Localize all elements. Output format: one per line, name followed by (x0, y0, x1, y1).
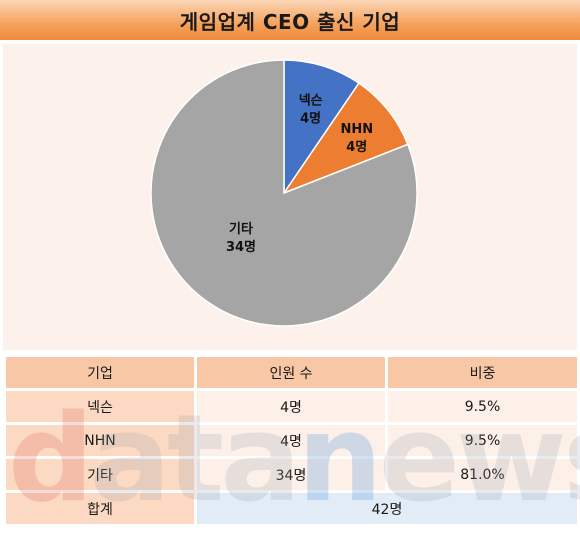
row-count: 4명 (197, 391, 385, 422)
row-share: 81.0% (388, 459, 577, 490)
row-company: 넥슨 (6, 391, 194, 422)
header-share: 비중 (388, 357, 577, 388)
table-total-row: 합계 42명 (6, 493, 577, 524)
row-count: 4명 (197, 425, 385, 456)
pie-slice-1 (283, 59, 360, 196)
row-count: 34명 (197, 459, 385, 490)
total-value: 42명 (197, 493, 577, 524)
table-row: NHN 4명 9.5% (6, 425, 577, 456)
slice-label: NHN (340, 122, 373, 137)
pie-slice-3 (150, 59, 418, 327)
row-company: 기타 (6, 459, 194, 490)
data-table: 기업 인원 수 비중 넥슨 4명 9.5% NHN 4명 9.5% 기타 34명… (3, 354, 580, 527)
row-share: 9.5% (388, 391, 577, 422)
title-bar: 게임업계 CEO 출신 기업 (0, 0, 580, 40)
header-company: 기업 (6, 357, 194, 388)
slice-value-label: 34명 (226, 239, 256, 255)
total-label: 합계 (6, 493, 194, 524)
table-row: 넥슨 4명 9.5% (6, 391, 577, 422)
pie-slice-2 (282, 82, 409, 195)
header-count: 인원 수 (197, 357, 385, 388)
slice-label: 기타 (229, 221, 253, 237)
row-company: NHN (6, 425, 194, 456)
table-header-row: 기업 인원 수 비중 (6, 357, 577, 388)
slice-label: 넥슨 (299, 94, 323, 109)
table-row: 기타 34명 81.0% (6, 459, 577, 490)
slice-value-label: 4명 (300, 111, 321, 127)
slice-value-label: 4명 (346, 139, 367, 155)
row-share: 9.5% (388, 425, 577, 456)
page-title: 게임업계 CEO 출신 기업 (179, 9, 401, 34)
